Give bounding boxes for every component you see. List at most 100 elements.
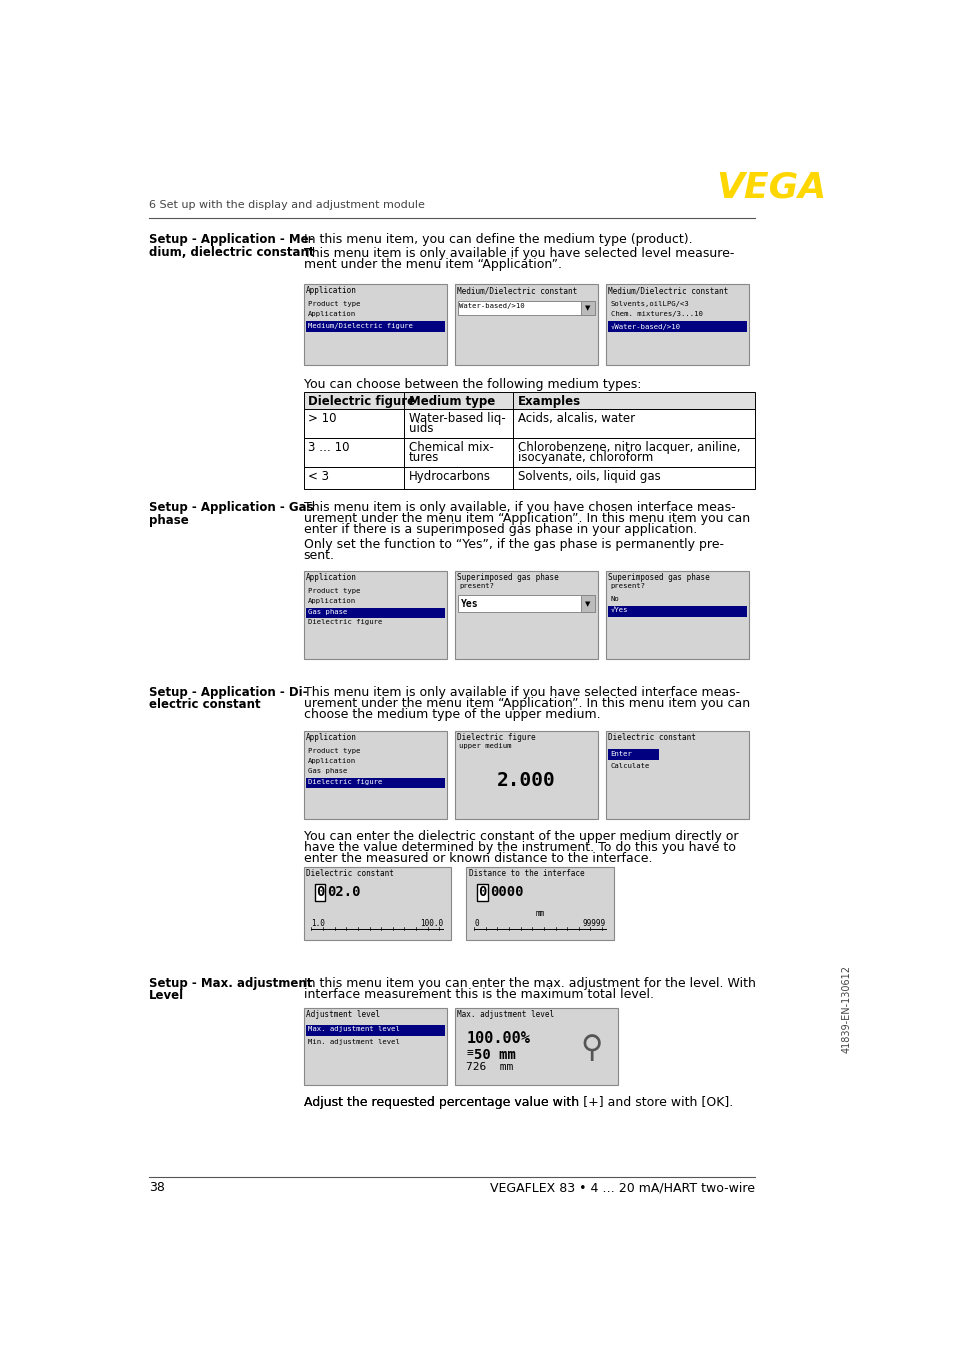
Text: 02.0: 02.0 [327,886,360,899]
Text: In this menu item, you can define the medium type (product).: In this menu item, you can define the me… [303,233,692,246]
Bar [314,884,325,900]
Text: Dielectric figure: Dielectric figure [456,733,536,742]
Text: Medium/Dielectric figure: Medium/Dielectric figure [308,322,413,329]
Text: Examples: Examples [517,395,580,408]
Text: 0: 0 [478,886,486,899]
Text: Water-based liq-: Water-based liq- [409,412,505,425]
Text: Dielectric constant: Dielectric constant [306,869,394,879]
Text: present?: present? [459,584,494,589]
Text: No: No [610,596,618,603]
Text: 1.0: 1.0 [311,919,325,929]
Text: < 3: < 3 [308,470,329,483]
Text: 50 mm: 50 mm [474,1048,516,1062]
Text: Application: Application [306,733,356,742]
Text: 99999: 99999 [582,919,605,929]
Text: 100.0: 100.0 [419,919,443,929]
Bar [306,777,444,788]
Text: Solvents, oils, liquid gas: Solvents, oils, liquid gas [517,470,659,483]
Text: Medium/Dielectric constant: Medium/Dielectric constant [456,287,577,295]
Text: uids: uids [409,422,434,435]
Bar [306,608,444,619]
Text: tures: tures [409,451,439,464]
Text: Application: Application [308,311,356,317]
Text: 100.00%: 100.00% [466,1030,530,1047]
Text: 2.000: 2.000 [497,772,555,791]
Text: Application: Application [308,758,356,764]
Text: ▼: ▼ [585,305,590,311]
Text: enter the measured or known distance to the interface.: enter the measured or known distance to … [303,852,652,865]
Text: You can choose between the following medium types:: You can choose between the following med… [303,378,640,391]
Text: Superimposed gas phase: Superimposed gas phase [608,573,709,582]
Text: Product type: Product type [308,747,360,754]
Text: electric constant: electric constant [149,699,260,711]
Text: √Yes: √Yes [610,608,627,613]
Text: This menu item is only available if you have selected interface meas-: This menu item is only available if you … [303,686,739,699]
Text: You can enter the dielectric constant of the upper medium directly or: You can enter the dielectric constant of… [303,830,738,844]
Text: VEGA: VEGA [716,171,826,204]
Text: Application: Application [306,573,356,582]
Text: ≡: ≡ [466,1048,473,1057]
Text: Adjust the requested percentage value with: Adjust the requested percentage value wi… [303,1095,582,1109]
Bar [303,409,404,439]
Bar [466,867,613,940]
Text: upper medium: upper medium [459,743,512,749]
Bar [306,321,444,332]
Text: √Water-based/>10: √Water-based/>10 [610,322,679,329]
Text: Setup - Application - Gas: Setup - Application - Gas [149,501,313,515]
Bar [455,570,598,659]
Bar [605,570,748,659]
Text: Water-based/>10: Water-based/>10 [459,303,524,309]
Text: Product type: Product type [308,588,360,593]
Text: isocyanate, chloroform: isocyanate, chloroform [517,451,652,464]
Bar [513,409,754,439]
Bar [404,467,513,489]
Bar [303,731,447,819]
Text: Medium type: Medium type [409,395,495,408]
Text: Dielectric figure: Dielectric figure [308,395,416,408]
Text: Dielectric constant: Dielectric constant [608,733,696,742]
Text: In this menu item you can enter the max. adjustment for the level. With: In this menu item you can enter the max.… [303,978,755,990]
Bar [455,731,598,819]
Text: Only set the function to “Yes”, if the gas phase is permanently pre-: Only set the function to “Yes”, if the g… [303,539,723,551]
Text: Adjust the requested percentage value with [+] and store with [OK].: Adjust the requested percentage value wi… [303,1095,732,1109]
Text: urement under the menu item “Application”. In this menu item you can: urement under the menu item “Application… [303,697,749,709]
Text: This menu item is only available if you have selected level measure-: This menu item is only available if you … [303,248,733,260]
Text: have the value determined by the instrument. To do this you have to: have the value determined by the instrum… [303,841,735,854]
Text: enter if there is a superimposed gas phase in your application.: enter if there is a superimposed gas pha… [303,523,697,536]
Text: Distance to the interface: Distance to the interface [468,869,584,879]
Text: Setup - Max. adjustment: Setup - Max. adjustment [149,978,312,990]
Text: ⚲: ⚲ [580,1034,602,1063]
Text: Calculate: Calculate [610,764,649,769]
Text: phase: phase [149,513,189,527]
Text: dium, dielectric constant: dium, dielectric constant [149,245,314,259]
Text: Solvents,oilLPG/<3: Solvents,oilLPG/<3 [610,301,689,307]
Text: Dielectric figure: Dielectric figure [308,780,382,785]
Bar [513,439,754,467]
Text: Min. adjustment level: Min. adjustment level [308,1039,400,1045]
Text: Setup - Application - Me-: Setup - Application - Me- [149,233,313,246]
Bar [404,409,513,439]
Text: This menu item is only available, if you have chosen interface meas-: This menu item is only available, if you… [303,501,735,515]
Bar [303,284,447,366]
Text: Superimposed gas phase: Superimposed gas phase [456,573,558,582]
Bar [303,467,404,489]
Bar [605,284,748,366]
Text: Product type: Product type [308,301,360,307]
Bar [303,1007,447,1085]
Text: Application: Application [308,597,356,604]
Bar [404,391,513,409]
Text: mm: mm [535,909,544,918]
Bar [605,731,748,819]
Text: 6 Set up with the display and adjustment module: 6 Set up with the display and adjustment… [149,200,424,210]
Text: 38: 38 [149,1181,165,1194]
Bar [303,867,451,940]
Text: Adjustment level: Adjustment level [306,1010,379,1020]
Text: VEGAFLEX 83 • 4 … 20 mA/HART two-wire: VEGAFLEX 83 • 4 … 20 mA/HART two-wire [489,1181,754,1194]
Text: ▼: ▼ [585,601,590,607]
Text: Application: Application [306,287,356,295]
Bar [303,570,447,659]
Bar [608,749,658,760]
Bar [455,284,598,366]
Bar [457,596,595,612]
Bar [303,391,404,409]
